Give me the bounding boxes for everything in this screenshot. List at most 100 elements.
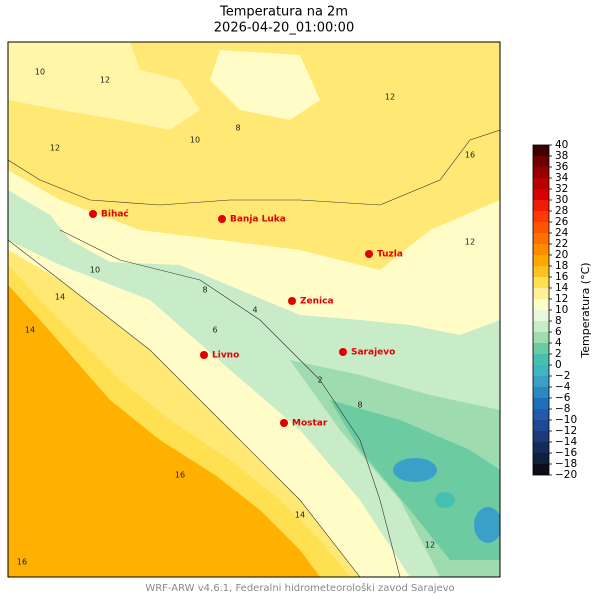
contour-label: 16 [175,471,185,480]
contour-label: 8 [235,124,240,133]
city-marker [365,250,373,258]
contour-label: 8 [202,286,207,295]
colorbar-tick-label: −6 [555,392,571,404]
colorbar-tick-label: 34 [555,172,569,184]
city-name: Zenica [300,297,334,307]
colorbar-segment [533,431,549,442]
colorbar-segment [533,387,549,398]
colorbar-tick-label: 12 [555,293,568,305]
contour-label: 10 [90,266,100,275]
city-marker [89,210,97,218]
colorbar-segment [533,332,549,343]
colorbar-segment [533,233,549,244]
colorbar-tick-label: 16 [555,271,569,283]
colorbar-segment [533,255,549,266]
colorbar-segment [533,244,549,255]
colorbar-tick-label: −10 [555,414,577,426]
zone [8,190,500,577]
city-name: Tuzla [377,250,403,260]
colorbar-segment [533,189,549,200]
contour-label: 16 [465,151,475,160]
contour-label: 6 [212,326,217,335]
colorbar-tick-label: 36 [555,161,569,173]
colorbar-segment [533,222,549,233]
city-marker [339,348,347,356]
zone [474,507,500,543]
contour-label: 4 [252,306,257,315]
colorbar-tick-label: 6 [555,326,562,338]
footer: WRF-ARW v4.6.1, Federalni hidrometeorolo… [145,582,454,594]
contour-label: 8 [357,401,362,410]
colorbar-segment [533,200,549,211]
colorbar-tick-label: 10 [555,304,568,316]
city-marker [280,419,288,427]
contour-label: 14 [295,511,305,520]
zone [8,42,200,130]
city-name: Livno [212,351,239,361]
contour-label: 12 [425,541,435,550]
colorbar-tick-label: −18 [555,458,577,470]
colorbar-segment [533,266,549,277]
colorbar-tick-label: 38 [555,150,568,162]
contour-label: 16 [17,558,27,567]
colorbar-tick-label: 32 [555,183,568,195]
colorbar-segment [533,409,549,420]
colorbar-segment [533,299,549,310]
contour-label: 14 [25,326,35,335]
colorbar-tick-label: 4 [555,337,562,349]
colorbar-label: Temperatura (°C) [579,262,592,358]
colorbar-segment [533,453,549,464]
colorbar-tick-label: −8 [555,403,570,415]
city-marker [288,297,296,305]
colorbar-segment [533,376,549,387]
colorbar-tick-label: −14 [555,436,577,448]
zone [210,50,320,120]
colorbar-segment [533,420,549,431]
colorbar-segment [533,398,549,409]
colorbar-tick-label: 2 [555,348,562,360]
contour-label: 10 [35,68,45,77]
colorbar-segment [533,321,549,332]
colorbar-segment [533,156,549,167]
colorbar-tick-label: 8 [555,315,562,327]
contour-label: 2 [317,376,322,385]
contour-label: 10 [190,136,200,145]
border [8,129,500,206]
colorbar-tick-label: −4 [555,381,571,393]
colorbar-segment [533,464,549,475]
city-marker [200,351,208,359]
colorbar-tick-label: 24 [555,227,569,239]
contour-label: 12 [100,76,110,85]
zone [435,492,455,508]
colorbar-tick-label: 26 [555,216,569,228]
city-name: Sarajevo [351,348,395,358]
city-name: Mostar [292,419,328,429]
colorbar-segment [533,354,549,365]
colorbar-segment [533,178,549,189]
contour-label: 14 [55,293,65,302]
colorbar-tick-label: −20 [555,469,577,481]
colorbar-segment [533,365,549,376]
colorbar-segment [533,343,549,354]
contour-label: 12 [50,144,60,153]
city-name: Banja Luka [230,215,286,225]
colorbar-tick-label: 18 [555,260,568,272]
border [59,229,401,577]
contour-label: 12 [385,93,395,102]
colorbar-tick-label: −16 [555,447,577,459]
map [8,42,500,577]
colorbar-tick-label: 14 [555,282,569,294]
colorbar-segment [533,442,549,453]
colorbar-segment [533,310,549,321]
contour-label: 12 [465,238,475,247]
title: Temperatura na 2m [219,5,348,20]
colorbar-segment [533,277,549,288]
colorbar-segment [533,211,549,222]
colorbar-tick-label: −2 [555,370,570,382]
city-marker [218,215,226,223]
colorbar-segment [533,167,549,178]
coastline [8,239,361,577]
colorbar-tick-label: 40 [555,139,568,151]
colorbar-segment [533,145,549,156]
